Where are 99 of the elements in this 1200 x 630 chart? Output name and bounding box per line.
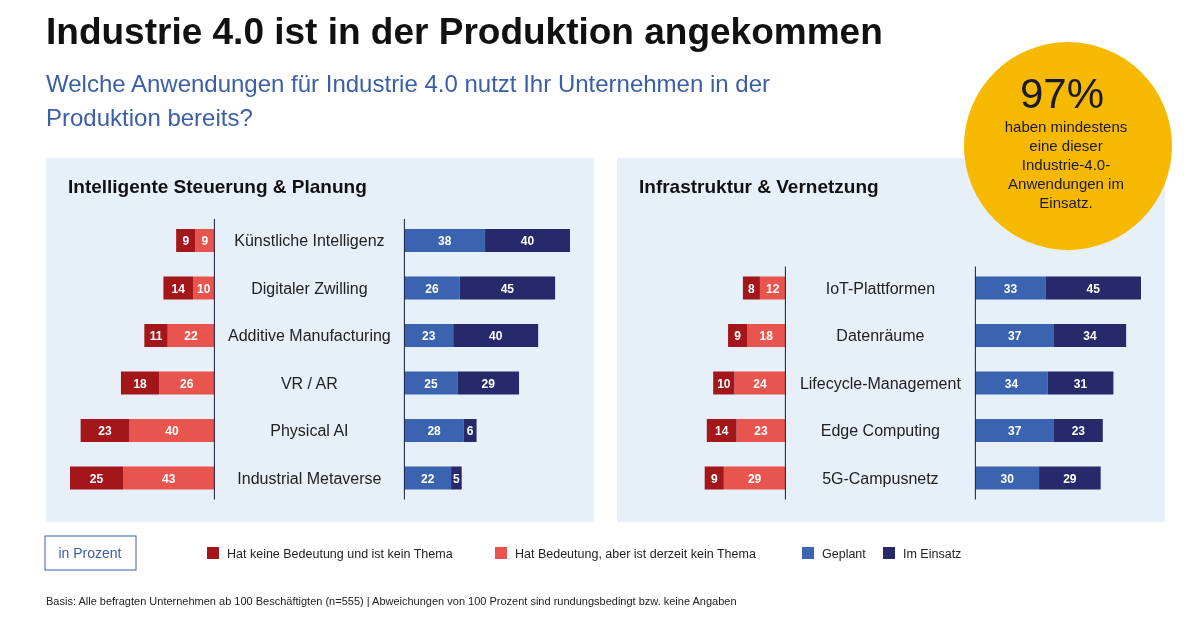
legend-label: Geplant [822, 547, 867, 561]
bar [736, 419, 786, 442]
bar [734, 371, 786, 395]
bar [159, 371, 215, 395]
bar [975, 419, 1054, 442]
data-label: 23 [422, 329, 436, 343]
y-tick-label: Digitaler Zwilling [251, 279, 368, 297]
text: Industrie 4.0 ist in der Produktion angekommen [46, 11, 883, 52]
data-label: 23 [1071, 424, 1086, 438]
bar [404, 324, 454, 347]
data-label: 38 [438, 234, 452, 248]
chart-title: Intelligente Steuerung & Planung [68, 176, 367, 197]
data-label: 9 [182, 234, 190, 248]
bar [70, 466, 124, 490]
data-label: 24 [753, 376, 767, 391]
data-label: 34 [1004, 376, 1019, 391]
bar [167, 324, 215, 347]
data-label: 10 [197, 281, 211, 296]
data-label: 25 [424, 376, 438, 391]
bar [120, 371, 160, 395]
bar [975, 371, 1048, 395]
y-tick-label: Physical AI [270, 422, 349, 439]
bar [457, 371, 520, 395]
bar [975, 324, 1054, 347]
data-label: 29 [747, 471, 762, 486]
bar [404, 466, 452, 490]
bar [747, 324, 786, 347]
bar [80, 419, 130, 442]
data-label: 11 [149, 329, 163, 343]
data-label: 34 [1083, 329, 1098, 343]
data-label: 40 [489, 329, 503, 343]
data-label: 22 [421, 471, 435, 486]
y-tick-label: Lifecycle-Management [799, 374, 962, 392]
bar [123, 466, 215, 490]
legend-label: Hat keine Bedeutung und ist kein Thema [227, 547, 453, 561]
bar [163, 276, 194, 300]
data-label: 14 [715, 424, 729, 438]
data-label: 45 [500, 281, 515, 296]
data-label: 26 [180, 376, 194, 391]
y-tick-label: Industrial Metaverse [237, 469, 382, 487]
legend-label: Hat Bedeutung, aber ist derzeit kein Thema [515, 547, 756, 561]
data-label: 28 [427, 424, 442, 438]
data-label: 22 [184, 329, 199, 343]
bar [485, 229, 570, 252]
text: haben mindestens eine dieser Industrie-4.0-Anwendungen im Einsatz. [1004, 118, 1128, 211]
data-label: 9 [201, 234, 209, 248]
data-label: 12 [765, 281, 780, 296]
y-tick-label: IoT-Plattformen [825, 279, 936, 297]
text: Basis: Alle befragten Unternehmen ab 100 Beschäftigten (n=555) | Abweichungen von 100 Prozent sind rundungsbedingt bzw. keine Angaben [46, 595, 737, 607]
text: Welche Anwendungen für Industrie 4.0 nutzt Ihr Unternehmen in der Produktion bereits? [46, 70, 770, 131]
data-label: 18 [759, 329, 774, 343]
bar [1053, 419, 1103, 442]
bar [453, 324, 539, 347]
data-label: 23 [754, 424, 768, 438]
y-tick-label: Datenräume [836, 327, 925, 344]
bar [404, 419, 464, 442]
y-tick-label: Künstliche Intelligenz [234, 232, 385, 249]
bar [1047, 371, 1114, 395]
data-label: 18 [133, 376, 148, 391]
data-label: 29 [1063, 471, 1077, 486]
bar [1053, 324, 1127, 347]
data-label: 31 [1073, 376, 1088, 391]
bar [129, 419, 215, 442]
bar [975, 276, 1046, 300]
data-label: 37 [1007, 329, 1022, 343]
data-label: 33 [1003, 281, 1018, 296]
bar [723, 466, 786, 490]
data-label: 25 [89, 471, 104, 486]
chart-title: Infrastruktur & Vernetzung [639, 176, 879, 197]
text: in Prozent [58, 545, 122, 561]
data-label: 9 [710, 471, 718, 486]
data-label: 9 [734, 329, 742, 343]
data-label: 43 [162, 471, 176, 486]
data-label: 23 [98, 424, 113, 438]
data-label: 14 [171, 281, 186, 296]
data-label: 6 [466, 424, 474, 438]
bar [404, 371, 458, 395]
y-tick-label: Additive Manufacturing [228, 327, 391, 344]
data-label: 45 [1086, 281, 1101, 296]
bar [404, 276, 460, 300]
data-label: 40 [165, 424, 179, 438]
data-label: 8 [748, 281, 756, 296]
bar [459, 276, 556, 300]
data-label: 10 [717, 376, 731, 391]
data-label: 29 [481, 376, 496, 391]
data-label: 5 [453, 471, 461, 486]
data-label: 40 [520, 234, 535, 248]
data-label: 30 [1000, 471, 1015, 486]
y-tick-label: Edge Computing [820, 422, 940, 439]
y-tick-label: VR / AR [280, 374, 338, 392]
text: 97% [1019, 70, 1105, 117]
legend-label: Im Einsatz [903, 547, 962, 561]
bar [975, 466, 1040, 490]
bar [1045, 276, 1141, 300]
bar [404, 229, 486, 252]
data-label: 26 [425, 281, 439, 296]
data-label: 37 [1007, 424, 1022, 438]
bar [1039, 466, 1101, 490]
y-tick-label: 5G-Campusnetz [822, 469, 939, 487]
